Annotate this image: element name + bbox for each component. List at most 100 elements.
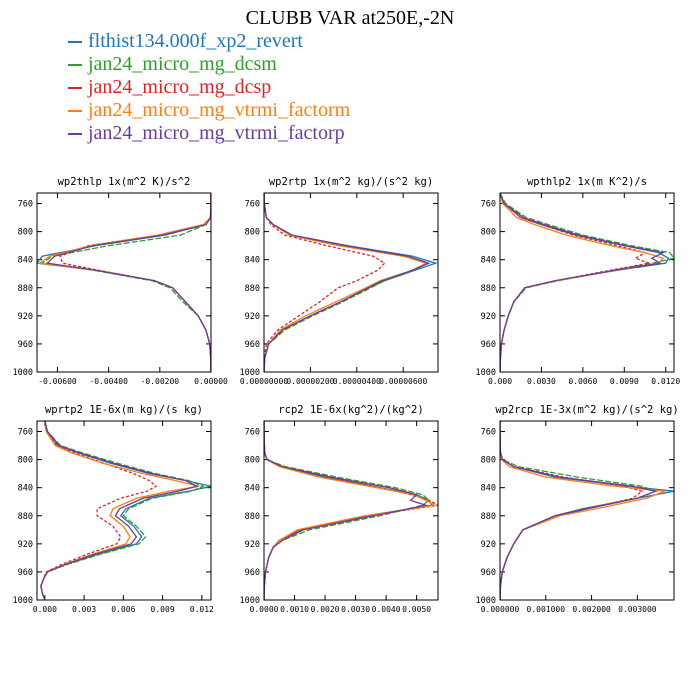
- series-line-3: [264, 193, 386, 372]
- x-tick-label: 0.0030: [341, 605, 370, 614]
- x-tick-label: 0.003: [72, 605, 96, 614]
- legend-label-3: jan24_micro_mg_dcsp: [88, 76, 272, 98]
- series-group: [264, 421, 438, 600]
- plot-frame: [263, 192, 439, 373]
- x-tick-label: 0.00000200: [286, 377, 334, 386]
- series-group: [500, 421, 674, 600]
- x-tick-label: 0.0040: [372, 605, 401, 614]
- series-line-3: [500, 193, 652, 372]
- x-tick-label: 0.009: [151, 605, 175, 614]
- subplot-2: wp2rtp 1x(m^2 kg)/(s^2 kg) 760 800 840 880 92…: [240, 176, 439, 386]
- y-tick-label: 880: [18, 284, 33, 294]
- x-tick-label: 0.002000: [572, 605, 611, 614]
- subplot-6: wp2rcp 1E-3x(m^2 kg)/(s^2 kg) 760 800 840 88…: [476, 404, 679, 614]
- y-tick-label: 960: [245, 340, 260, 350]
- legend-entry-1: flthist134.000f_xp2_revert: [68, 30, 350, 53]
- y-tick-label: 1000: [476, 596, 496, 606]
- series-line-5: [264, 193, 431, 372]
- x-tick-label: 0.00000000: [240, 377, 288, 386]
- series-line-2: [40, 193, 211, 372]
- y-tick-label: 960: [245, 568, 260, 578]
- series-line-1: [37, 193, 211, 372]
- series-line-5: [500, 421, 658, 600]
- x-tick-label: 0.001000: [527, 605, 566, 614]
- x-tick-label: 0.003000: [618, 605, 657, 614]
- y-tick-label: 1000: [476, 368, 496, 378]
- y-tick-label: 1000: [13, 596, 33, 606]
- legend-label-4: jan24_micro_mg_vtrmi_factorm: [88, 99, 351, 121]
- y-tick-label: 840: [245, 256, 260, 266]
- legend-entry-4: jan24_micro_mg_vtrmi_factorm: [68, 99, 350, 122]
- y-tick-label: 880: [18, 512, 33, 522]
- x-tick-label: 0.000: [488, 377, 512, 386]
- series-line-2: [264, 193, 429, 372]
- series-line-3: [40, 421, 158, 600]
- legend-entry-5: jan24_micro_mg_vtrmi_factorp: [68, 122, 350, 145]
- x-tick-label: 0.00000600: [379, 377, 427, 386]
- legend-swatch-2: [68, 64, 82, 67]
- y-tick-label: 1000: [13, 368, 33, 378]
- series-line-5: [40, 421, 199, 600]
- subplot-4: wprtp2 1E-6x(m kg)/(s kg) 760 800 840 880 920…: [13, 404, 215, 614]
- legend-label-2: jan24_micro_mg_dcsm: [88, 53, 277, 75]
- y-tick-label: 840: [481, 484, 496, 494]
- plot-frame: [499, 192, 675, 373]
- legend-swatch-3: [68, 87, 82, 90]
- series-line-5: [45, 193, 211, 372]
- y-tick-label: 880: [481, 284, 496, 294]
- legend-entry-3: jan24_micro_mg_dcsp: [68, 76, 350, 99]
- y-tick-label: 840: [245, 484, 260, 494]
- subplot-title: wprtp2 1E-6x(m kg)/(s kg): [45, 404, 203, 416]
- series-line-1: [500, 193, 670, 372]
- y-tick-label: 760: [245, 200, 260, 210]
- x-tick-label: 0.006: [111, 605, 135, 614]
- y-tick-label: 880: [245, 512, 260, 522]
- x-tick-label: 0.0010: [280, 605, 309, 614]
- legend-entry-2: jan24_micro_mg_dcsm: [68, 53, 350, 76]
- y-tick-label: 840: [481, 256, 496, 266]
- subplot-title: wpthlp2 1x(m K^2)/s: [527, 176, 647, 188]
- y-tick-label: 880: [481, 512, 496, 522]
- x-tick-label: 0.0090: [610, 377, 639, 386]
- y-tick-label: 920: [18, 312, 33, 322]
- y-tick-label: 1000: [240, 596, 260, 606]
- series-group: [37, 193, 211, 372]
- x-tick-label: 0.0120: [651, 377, 680, 386]
- y-tick-label: 800: [18, 228, 33, 238]
- x-tick-label: 0.00000: [194, 377, 228, 386]
- series-group: [500, 193, 674, 372]
- x-tick-label: 0.000: [33, 605, 57, 614]
- legend: flthist134.000f_xp2_revert jan24_micro_m…: [68, 30, 350, 145]
- x-tick-label: 0.012: [190, 605, 214, 614]
- y-tick-label: 800: [245, 228, 260, 238]
- x-tick-label: -0.00600: [38, 377, 77, 386]
- series-group: [264, 193, 438, 372]
- y-tick-label: 760: [245, 428, 260, 438]
- y-tick-label: 960: [18, 568, 33, 578]
- series-line-3: [59, 193, 211, 372]
- y-tick-label: 760: [18, 428, 33, 438]
- plot-frame: [263, 420, 439, 601]
- y-tick-label: 840: [18, 484, 33, 494]
- subplot-5: rcp2 1E-6x(kg^2)/(kg^2) 760 800 840 880 920 96…: [240, 404, 439, 614]
- x-tick-label: 0.00000400: [333, 377, 381, 386]
- y-tick-label: 760: [481, 200, 496, 210]
- figure-title: CLUBB VAR at250E,-2N: [245, 7, 455, 29]
- y-tick-label: 800: [481, 228, 496, 238]
- y-tick-label: 920: [245, 312, 260, 322]
- x-tick-label: 0.0050: [402, 605, 431, 614]
- legend-swatch-4: [68, 110, 82, 113]
- series-line-4: [500, 193, 665, 372]
- x-tick-label: 0.0060: [568, 377, 597, 386]
- series-line-3: [264, 421, 438, 600]
- y-tick-label: 800: [481, 456, 496, 466]
- series-line-4: [37, 193, 211, 372]
- plot-frame: [36, 192, 212, 373]
- subplot-3: wpthlp2 1x(m K^2)/s 760 800 840 880 920 960 100…: [476, 176, 681, 386]
- legend-label-1: flthist134.000f_xp2_revert: [88, 30, 303, 52]
- subplot-title: wp2thlp 1x(m^2 K)/s^2: [58, 176, 191, 188]
- y-tick-label: 920: [481, 312, 496, 322]
- y-tick-label: 760: [18, 200, 33, 210]
- series-line-5: [264, 421, 429, 600]
